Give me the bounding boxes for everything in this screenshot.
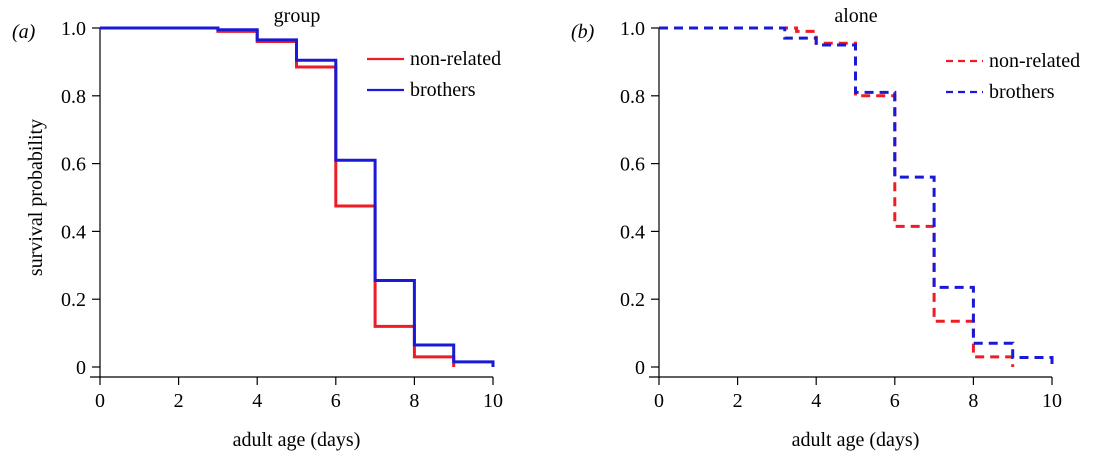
y-tick-label: 0.8 <box>61 86 86 108</box>
panel-label: (a) <box>12 21 36 43</box>
x-tick-label: 0 <box>95 390 105 412</box>
y-tick-label: 0.4 <box>61 221 86 243</box>
x-axis-label: adult age (days) <box>233 429 361 451</box>
y-tick-label: 0.2 <box>61 289 86 311</box>
y-tick-label: 1.0 <box>620 18 645 40</box>
series-line-non-related <box>100 26 456 367</box>
y-tick-label: 0.2 <box>620 289 645 311</box>
x-tick-label: 8 <box>409 390 419 412</box>
y-tick-label: 0.8 <box>620 86 645 108</box>
y-tick-label: 0.6 <box>620 154 645 176</box>
chart-panel-a: 0 2 4 6 8 10 0 0.2 0.4 0.6 0.8 1.0 group (a) adult age… <box>12 5 503 451</box>
legend-label: brothers <box>989 81 1055 103</box>
x-tick-label: 4 <box>252 390 262 412</box>
chart-title: group <box>274 5 321 27</box>
x-tick-label: 10 <box>1042 390 1062 412</box>
x-tick-label: 0 <box>654 390 664 412</box>
y-axis-label: survival probability <box>25 119 47 276</box>
y-tick-label: 0.4 <box>620 221 645 243</box>
x-tick-label: 6 <box>331 390 341 412</box>
x-tick-label: 2 <box>733 390 743 412</box>
series-line-brothers <box>100 26 495 367</box>
y-tick-label: 0.6 <box>61 154 86 176</box>
x-tick-label: 2 <box>174 390 184 412</box>
legend-label: non-related <box>989 50 1080 72</box>
legend-label: brothers <box>410 79 476 101</box>
chart-title: alone <box>834 5 877 27</box>
y-tick-label: 1.0 <box>61 18 86 40</box>
series-line-brothers <box>659 26 1054 367</box>
x-tick-label: 8 <box>968 390 978 412</box>
x-tick-label: 6 <box>890 390 900 412</box>
legend-label: non-related <box>410 48 501 70</box>
x-tick-label: 10 <box>483 390 503 412</box>
series-line-non-related <box>659 26 1015 367</box>
x-tick-label: 4 <box>811 390 821 412</box>
y-tick-label: 0 <box>76 357 86 379</box>
x-axis-label: adult age (days) <box>792 429 920 451</box>
chart-panel-b: 0 2 4 6 8 10 0 0.2 0.4 0.6 0.8 1.0 alone (b) adult age… <box>571 5 1080 451</box>
y-tick-label: 0 <box>635 357 645 379</box>
panel-label: (b) <box>571 21 595 43</box>
